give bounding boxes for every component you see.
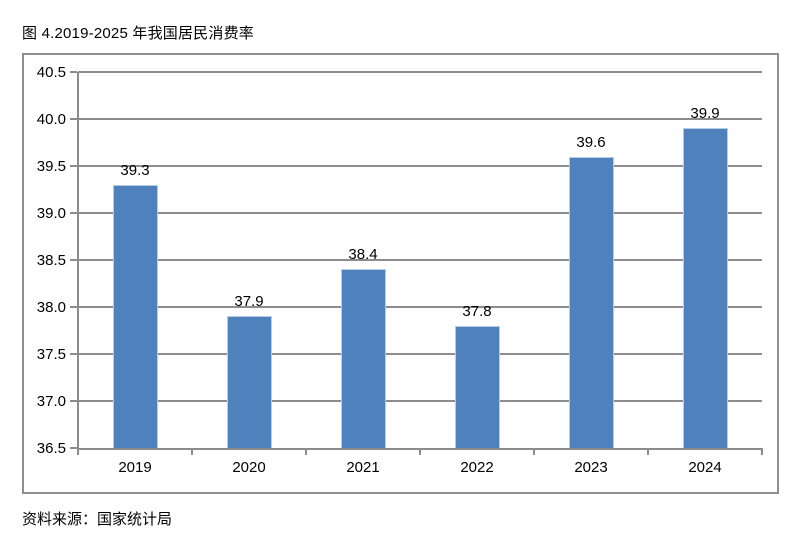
y-tick-mark bbox=[70, 259, 77, 261]
bar-value-label: 39.6 bbox=[576, 133, 606, 151]
x-tick-mark bbox=[305, 448, 307, 455]
x-axis-label: 2021 bbox=[346, 459, 380, 476]
source-note: 资料来源：国家统计局 bbox=[22, 511, 173, 528]
x-tick-mark bbox=[761, 448, 763, 455]
y-tick-mark bbox=[70, 353, 77, 355]
y-tick-label: 39.5 bbox=[36, 157, 66, 175]
gridline bbox=[78, 400, 762, 402]
x-tick-mark bbox=[419, 448, 421, 455]
bar-value-label: 37.9 bbox=[234, 293, 264, 311]
x-axis-label: 2019 bbox=[118, 459, 152, 476]
gridline bbox=[78, 212, 762, 214]
y-tick-label: 40.5 bbox=[36, 63, 66, 81]
plot-area: 40.5 40.0 39.5 39.0 38.5 38.0 37.5 37.0 36.5 39.3… bbox=[37, 65, 763, 475]
bar bbox=[568, 156, 614, 448]
chart-frame: 40.5 40.0 39.5 39.0 38.5 38.0 37.5 37.0 36.5 39.3… bbox=[22, 53, 779, 494]
x-axis-label: 2020 bbox=[232, 459, 266, 476]
gridline bbox=[78, 353, 762, 355]
x-tick-mark bbox=[191, 448, 193, 455]
x-tick-mark bbox=[647, 448, 649, 455]
chart-title: 图 4.2019-2025 年我国居民消费率 bbox=[22, 25, 254, 42]
bar bbox=[112, 184, 158, 448]
y-tick-mark bbox=[70, 212, 77, 214]
y-axis-line bbox=[77, 72, 79, 448]
y-tick-mark bbox=[70, 306, 77, 308]
y-tick-label: 40.0 bbox=[36, 110, 66, 128]
y-tick-mark bbox=[70, 118, 77, 120]
y-tick-label: 37.5 bbox=[36, 345, 66, 363]
y-tick-mark bbox=[70, 447, 77, 449]
y-tick-mark bbox=[70, 400, 77, 402]
gridline bbox=[78, 71, 762, 73]
y-tick-label: 38.0 bbox=[36, 298, 66, 316]
x-axis-label: 2022 bbox=[460, 459, 494, 476]
x-tick-mark bbox=[533, 448, 535, 455]
x-tick-mark bbox=[77, 448, 79, 455]
bar bbox=[340, 269, 386, 448]
x-axis-label: 2023 bbox=[574, 459, 608, 476]
x-axis-label: 2024 bbox=[688, 459, 722, 476]
gridline bbox=[78, 165, 762, 167]
bar-value-label: 38.4 bbox=[348, 246, 378, 264]
bar-value-label: 39.3 bbox=[120, 161, 150, 179]
y-tick-mark bbox=[70, 71, 77, 73]
bar-value-label: 39.9 bbox=[690, 105, 720, 123]
y-tick-label: 39.0 bbox=[36, 204, 66, 222]
y-tick-label: 36.5 bbox=[36, 439, 66, 457]
bar bbox=[454, 325, 500, 448]
y-tick-label: 38.5 bbox=[36, 251, 66, 269]
gridline bbox=[78, 259, 762, 261]
y-tick-label: 37.0 bbox=[36, 392, 66, 410]
bar-value-label: 37.8 bbox=[462, 302, 492, 320]
gridline bbox=[78, 306, 762, 308]
gridline bbox=[78, 118, 762, 120]
bar bbox=[226, 316, 272, 448]
bar bbox=[682, 128, 728, 448]
y-tick-mark bbox=[70, 165, 77, 167]
